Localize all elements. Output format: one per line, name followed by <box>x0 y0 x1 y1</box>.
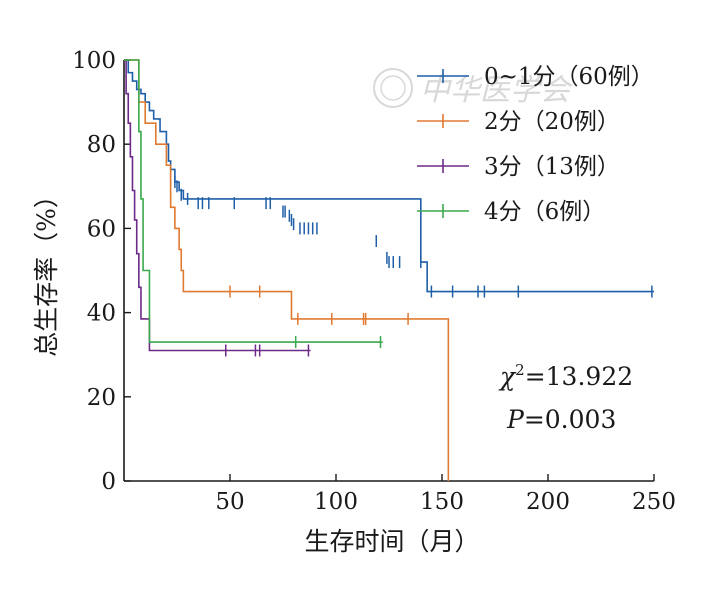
y-tick-label: 60 <box>87 216 116 242</box>
y-tick-label: 100 <box>72 48 116 74</box>
p-value-annotation: P=0.003 <box>506 405 616 434</box>
x-tick-label: 200 <box>526 489 570 515</box>
chi-value: =13.922 <box>525 362 633 391</box>
x-axis-title: 生存时间（月） <box>304 527 479 556</box>
legend-label: 3分（13例） <box>484 154 620 180</box>
legend-label: 4分（6例） <box>484 199 605 225</box>
series-line <box>124 59 450 481</box>
p-value: =0.003 <box>524 405 617 434</box>
x-tick-label: 100 <box>314 489 358 515</box>
series-0 <box>124 59 654 298</box>
series-2 <box>124 59 311 357</box>
chi-square-annotation: χ2=13.922 <box>498 361 633 391</box>
x-tick-label: 250 <box>632 489 676 515</box>
series-line <box>124 59 311 352</box>
series-line <box>124 59 654 293</box>
series-layer <box>124 59 654 481</box>
legend-item: 3分（13例） <box>417 154 620 180</box>
p-symbol: P <box>506 405 525 434</box>
chi-symbol: χ <box>498 362 517 391</box>
legend-item: 4分（6例） <box>417 199 605 225</box>
y-ticks: 0 20 40 60 80 100 <box>72 48 131 495</box>
x-tick-label: 50 <box>215 489 244 515</box>
y-tick-label: 80 <box>87 132 116 158</box>
legend-label: 0~1分（60例） <box>484 64 654 90</box>
x-tick-label: 150 <box>420 489 464 515</box>
y-tick-label: 40 <box>87 301 116 327</box>
series-1 <box>124 59 450 481</box>
legend-item: 0~1分（60例） <box>417 64 654 90</box>
legend: 0~1分（60例） 2分（20例） 3分（13例） 4分（6例） <box>417 64 654 225</box>
watermark-text: 中华医学会 <box>420 73 573 108</box>
series-line <box>124 59 383 343</box>
y-tick-label: 20 <box>87 385 116 411</box>
chi-superscript: 2 <box>515 361 525 379</box>
y-axis-title: 总生存率（%） <box>32 183 61 357</box>
x-ticks: 50 100 150 200 250 <box>215 474 676 515</box>
legend-item: 2分（20例） <box>417 109 620 135</box>
series-3 <box>124 59 383 349</box>
watermark-seal: 中华医学会 <box>373 68 573 108</box>
y-tick-label: 0 <box>101 469 116 495</box>
legend-label: 2分（20例） <box>484 109 620 135</box>
